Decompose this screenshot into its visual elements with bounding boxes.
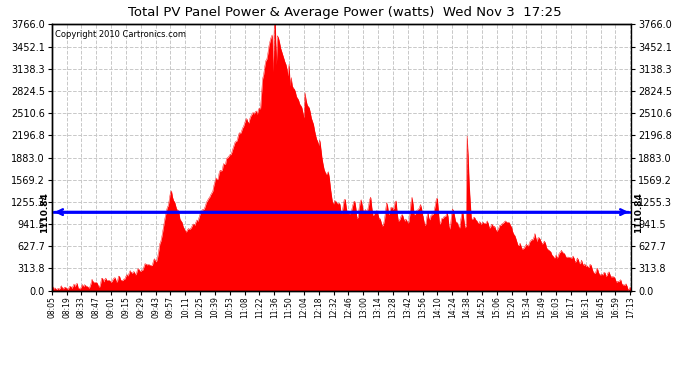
Text: 1110.84: 1110.84 [634, 192, 643, 232]
Text: Copyright 2010 Cartronics.com: Copyright 2010 Cartronics.com [55, 30, 186, 39]
Text: Total PV Panel Power & Average Power (watts)  Wed Nov 3  17:25: Total PV Panel Power & Average Power (wa… [128, 6, 562, 19]
Text: 1110.84: 1110.84 [40, 192, 49, 232]
